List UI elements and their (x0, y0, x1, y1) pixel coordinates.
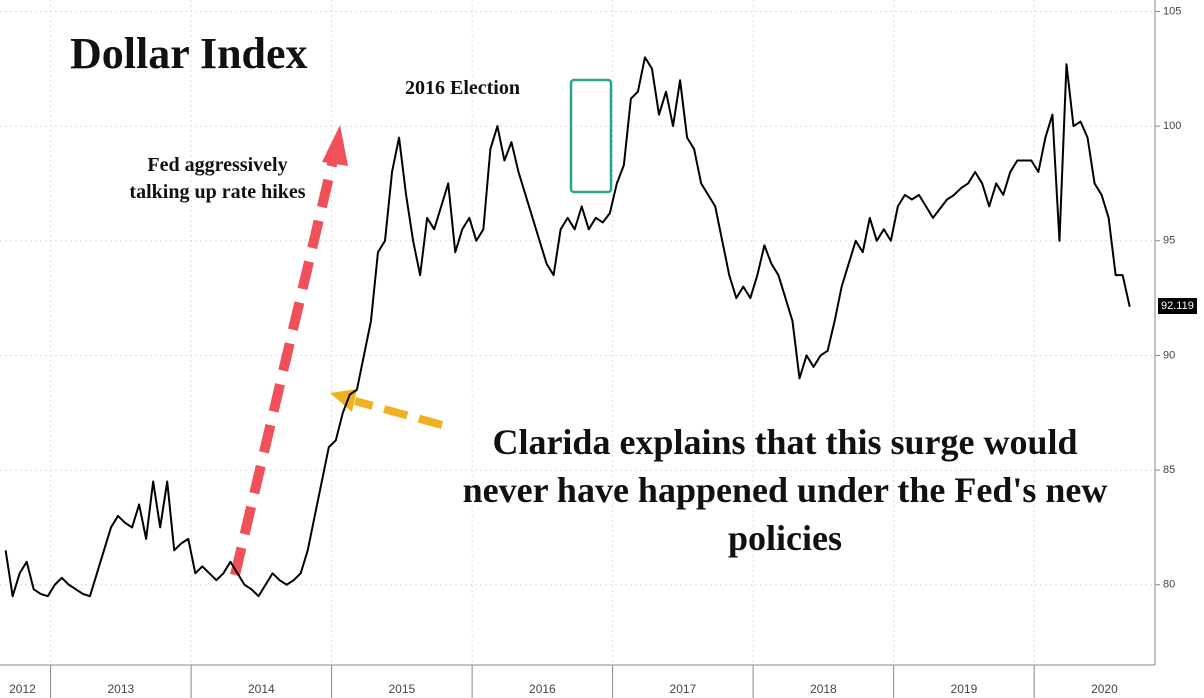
y-tick-label: 95 (1163, 235, 1175, 247)
y-tick-label: 105 (1163, 5, 1181, 17)
x-tick-label: 2020 (1091, 682, 1118, 696)
annotation: Clarida explains that this surge would n… (462, 422, 1108, 558)
x-tick-label: 2014 (248, 682, 275, 696)
x-tick-label: 2012 (9, 682, 36, 696)
x-tick-label: 2017 (670, 682, 697, 696)
x-tick-label: 2016 (529, 682, 556, 696)
election-box (569, 78, 613, 194)
annotation: 2016 Election (405, 77, 520, 99)
x-tick-label: 2015 (389, 682, 416, 696)
x-tick-label: 2019 (951, 682, 978, 696)
x-tick-label: 2018 (810, 682, 837, 696)
y-tick-label: 100 (1163, 120, 1181, 132)
chart-title: Dollar Index (70, 29, 308, 78)
y-tick-label: 85 (1163, 464, 1175, 476)
annotation: Fed aggressively talking up rate hikes (129, 154, 306, 203)
red-arrowhead (322, 125, 348, 166)
orange-arrow (353, 397, 444, 429)
x-tick-label: 2013 (107, 682, 134, 696)
last-value-label: 92.119 (1158, 297, 1197, 314)
red-arrow (230, 158, 338, 577)
series-line (4, 56, 1131, 598)
y-tick-label: 90 (1163, 349, 1175, 361)
y-tick-label: 80 (1163, 579, 1175, 591)
